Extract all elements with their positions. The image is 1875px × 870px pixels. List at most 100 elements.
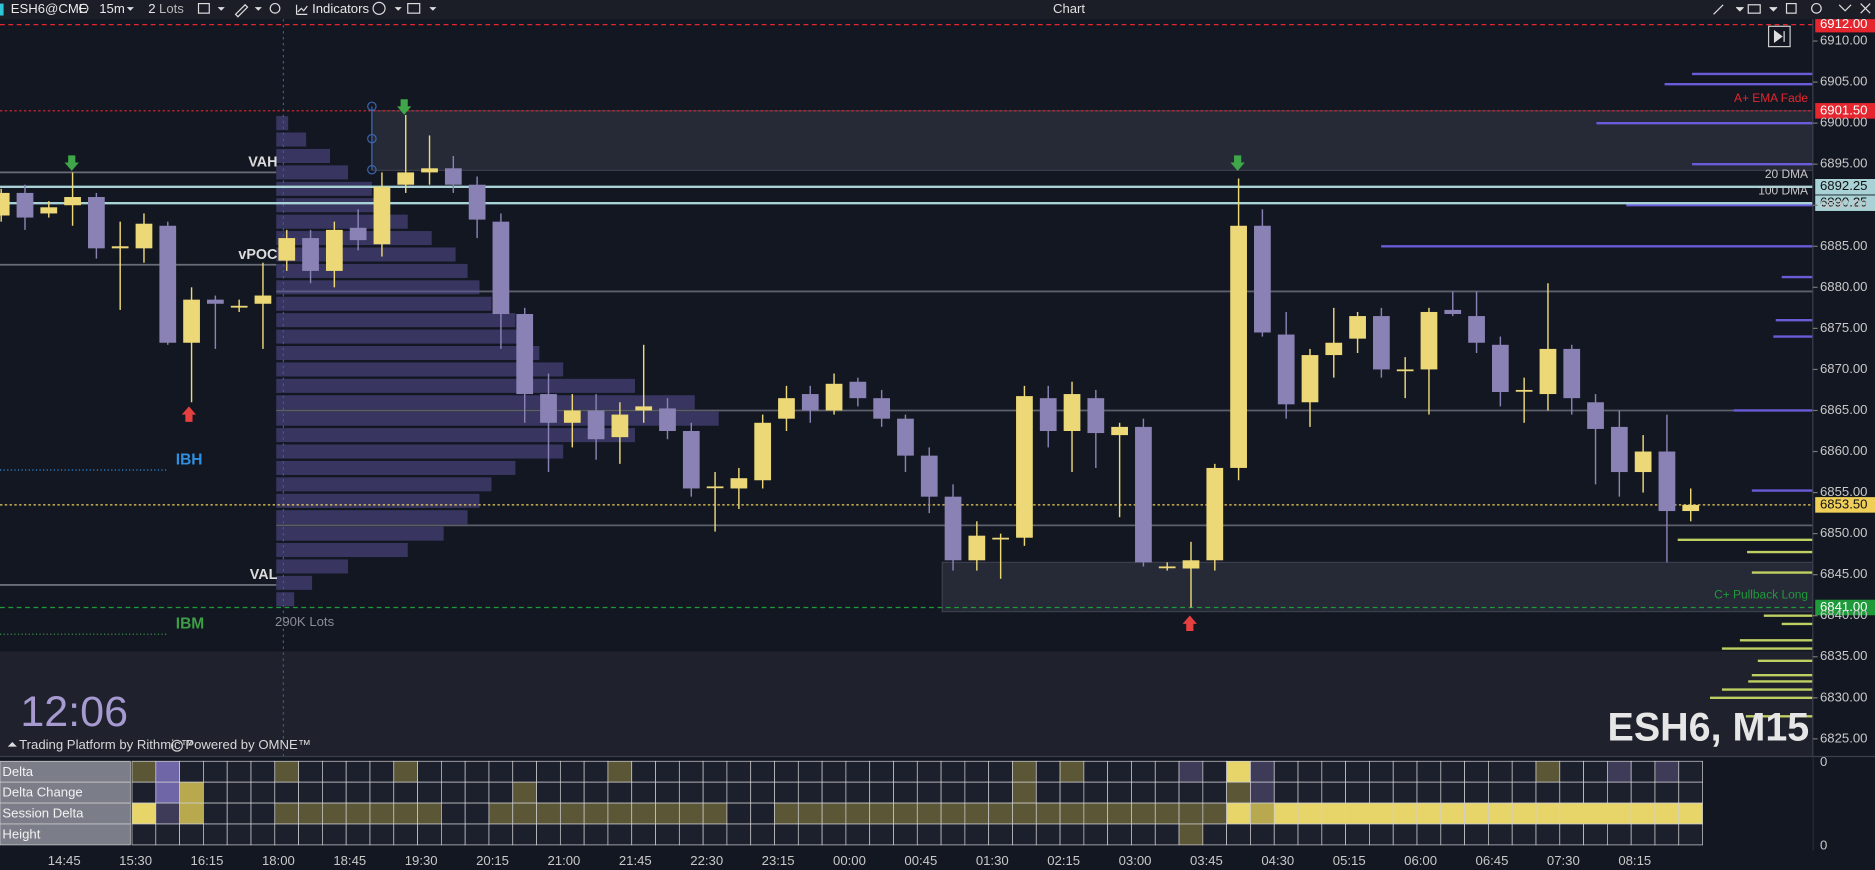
drawing-handle[interactable] <box>367 133 377 144</box>
heat-cell <box>821 781 847 804</box>
heat-cell <box>988 781 1013 804</box>
time-axis-labels: 14:45 15:30 16:15 18:00 18:45 19:30 20:15 21:00… <box>48 853 1651 868</box>
heat-cell <box>1488 760 1513 783</box>
heat-cell <box>1321 760 1346 783</box>
candle-body <box>1658 451 1676 512</box>
heat-cell <box>1154 760 1180 783</box>
heat-cell <box>607 802 633 825</box>
heat-cell <box>916 823 942 846</box>
profile-bar <box>276 296 492 311</box>
y-tick-label: 6875.00 <box>1820 320 1867 335</box>
crosshair-icon[interactable] <box>372 1 386 15</box>
heat-cell <box>1369 760 1394 783</box>
heat-cell <box>155 781 180 804</box>
price-tag-label: 6912.00 <box>1820 16 1867 31</box>
heat-cell <box>559 802 585 825</box>
heat-cell <box>512 781 537 804</box>
drawing-handle[interactable] <box>367 164 377 175</box>
maximize-icon[interactable] <box>1785 2 1797 14</box>
interval[interactable]: 15m <box>99 1 125 16</box>
symbol[interactable]: ESH6@CME <box>11 1 88 16</box>
heat-cell <box>988 823 1013 846</box>
heat-cell <box>702 781 728 804</box>
profile-bar <box>276 148 331 163</box>
draw-icon[interactable] <box>234 3 249 18</box>
heat-cell <box>964 802 990 825</box>
heat-cell <box>1273 823 1299 846</box>
heat-cell <box>369 802 395 825</box>
profile-bar <box>276 411 719 426</box>
heat-cell <box>940 760 966 783</box>
heat-cell <box>322 823 347 846</box>
search-icon[interactable] <box>78 3 89 14</box>
settings-icon[interactable] <box>1811 2 1822 14</box>
y-tick-label: 6885.00 <box>1820 238 1867 253</box>
y-tick-label: 6880.00 <box>1820 279 1867 294</box>
heat-cell <box>1273 781 1299 804</box>
heat-cell <box>131 802 157 825</box>
panel-toggle[interactable] <box>1767 25 1791 48</box>
x-tick-label: 07:30 <box>1547 853 1580 868</box>
heat-cell <box>1297 781 1323 804</box>
heat-cell <box>1559 760 1584 783</box>
heat-cell <box>750 802 775 825</box>
heat-cell <box>1369 823 1394 846</box>
heat-cell <box>1226 823 1251 846</box>
profile-bar <box>276 559 348 574</box>
x-tick-label: 23:15 <box>762 853 795 868</box>
heat-cell <box>512 760 537 783</box>
candle-body <box>40 207 58 214</box>
drawing-handle[interactable] <box>367 101 377 112</box>
heat-cell <box>940 802 966 825</box>
chart-type-icon[interactable] <box>197 2 210 14</box>
heat-cell <box>1511 802 1537 825</box>
layout-icon[interactable] <box>407 2 421 14</box>
candle-body <box>825 383 843 411</box>
heat-cell <box>369 781 395 804</box>
heat-cell <box>155 823 180 846</box>
heat-cell <box>464 760 490 783</box>
heat-cell <box>678 823 704 846</box>
session-level-label: VAH <box>248 155 277 171</box>
x-tick-label: 01:30 <box>976 853 1009 868</box>
heat-cell <box>488 781 514 804</box>
heat-cell <box>393 781 418 804</box>
heat-cell <box>1535 760 1561 783</box>
candle-body <box>563 410 581 423</box>
candle-body <box>754 422 772 481</box>
heat-cell <box>702 802 728 825</box>
heat-cell <box>1178 802 1204 825</box>
heat-cell <box>298 802 323 825</box>
profile-bar <box>276 575 313 590</box>
price-tag-label: 6841.00 <box>1820 599 1867 614</box>
buy-arrow <box>1182 615 1197 631</box>
window-controls[interactable] <box>1713 4 1778 15</box>
heat-cell <box>845 802 871 825</box>
heat-cell <box>488 802 514 825</box>
y-tick-label: 6835.00 <box>1820 648 1867 663</box>
dropdown-icon[interactable] <box>126 7 134 11</box>
heat-cell <box>940 781 966 804</box>
heat-cell <box>1488 823 1513 846</box>
heat-cell <box>631 781 656 804</box>
candle-body <box>1158 566 1176 569</box>
zoom-icon[interactable] <box>269 2 281 14</box>
quantity[interactable]: 2 <box>148 1 155 16</box>
candle-body <box>349 227 367 241</box>
price-tag <box>1815 599 1875 616</box>
heat-cell <box>1607 802 1632 825</box>
quantity-unit[interactable]: Lots <box>159 1 184 16</box>
heat-cell <box>1654 760 1680 783</box>
indicators-icon[interactable] <box>295 4 308 15</box>
heat-cell <box>1392 760 1418 783</box>
indicators-button[interactable]: Indicators <box>312 1 369 16</box>
window-buttons[interactable] <box>1838 3 1871 14</box>
heat-cell <box>893 802 918 825</box>
heat-cell <box>1178 781 1204 804</box>
profile-bar <box>276 329 528 344</box>
camera-icon[interactable] <box>1747 4 1761 14</box>
heat-cell <box>345 802 371 825</box>
candle-body <box>230 305 248 308</box>
heat-cell <box>536 781 561 804</box>
